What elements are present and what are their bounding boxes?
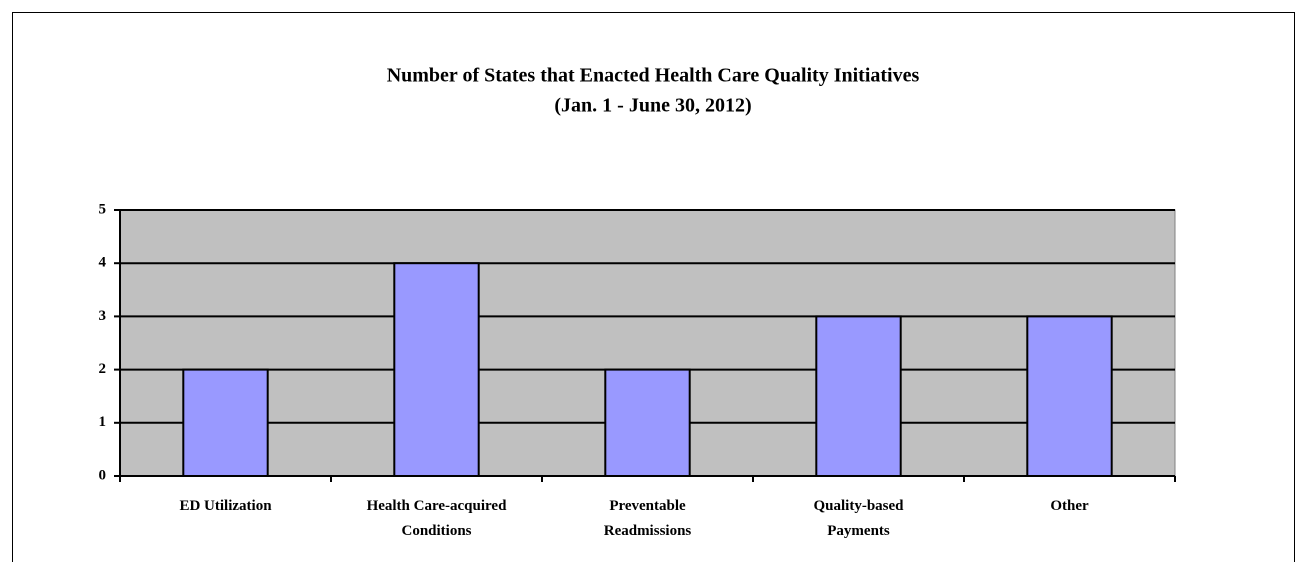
chart-title: Number of States that Enacted Health Car…: [387, 65, 920, 87]
y-tick-label: 4: [99, 255, 107, 271]
y-tick-label: 2: [99, 361, 107, 377]
bar: [393, 262, 480, 478]
bar: [182, 368, 269, 478]
y-tick-label: 5: [99, 201, 107, 217]
x-tick-label: Quality-based Payments: [813, 498, 904, 539]
x-tick-label: Other: [1050, 498, 1089, 514]
bar: [604, 368, 691, 478]
x-tick-label: ED Utilization: [179, 498, 272, 514]
chart-subtitle: (Jan. 1 - June 30, 2012): [554, 95, 751, 117]
x-tick-label: Preventable Readmissions: [604, 498, 692, 539]
bar: [1026, 315, 1113, 477]
y-tick-label: 0: [99, 467, 107, 483]
y-tick-label: 3: [99, 308, 107, 324]
y-tick-label: 1: [99, 414, 107, 430]
bar: [815, 315, 902, 477]
x-tick-label: Health Care-acquired Conditions: [367, 498, 508, 539]
